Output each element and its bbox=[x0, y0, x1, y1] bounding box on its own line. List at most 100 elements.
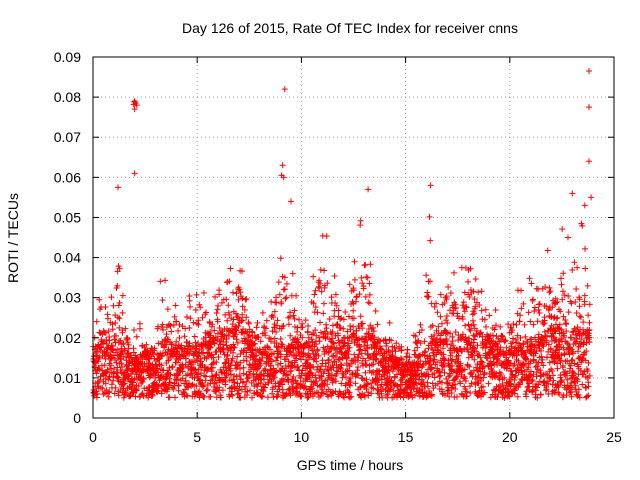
data-point bbox=[345, 313, 352, 320]
data-point bbox=[112, 384, 119, 391]
data-point bbox=[417, 358, 424, 365]
data-point bbox=[279, 323, 286, 330]
data-point bbox=[353, 294, 360, 301]
data-point bbox=[212, 293, 219, 300]
data-point bbox=[514, 393, 521, 400]
data-point bbox=[473, 348, 480, 355]
data-point bbox=[335, 356, 342, 363]
data-point bbox=[106, 337, 113, 344]
data-point bbox=[148, 391, 155, 398]
data-point bbox=[573, 285, 580, 292]
data-point bbox=[337, 365, 344, 372]
data-point bbox=[186, 297, 193, 304]
data-point bbox=[236, 365, 243, 372]
data-point bbox=[372, 307, 379, 314]
data-point bbox=[427, 278, 434, 285]
data-point bbox=[234, 353, 241, 360]
data-point bbox=[185, 384, 192, 391]
data-point bbox=[466, 294, 473, 301]
data-point bbox=[173, 338, 180, 345]
data-point bbox=[427, 392, 434, 399]
data-point bbox=[585, 158, 592, 165]
data-point bbox=[119, 309, 126, 316]
data-point bbox=[429, 322, 436, 329]
data-point bbox=[331, 358, 338, 365]
data-point bbox=[254, 319, 261, 326]
data-point bbox=[428, 391, 435, 398]
data-point bbox=[483, 343, 490, 350]
data-point bbox=[212, 372, 219, 379]
data-point bbox=[321, 368, 328, 375]
data-point bbox=[273, 328, 280, 335]
data-point bbox=[246, 332, 253, 339]
data-point bbox=[365, 355, 372, 362]
data-point bbox=[159, 297, 166, 304]
data-point bbox=[176, 321, 183, 328]
data-point bbox=[238, 386, 245, 393]
data-point bbox=[528, 378, 535, 385]
data-point bbox=[316, 277, 323, 284]
data-point bbox=[442, 294, 449, 301]
x-tick-label: 10 bbox=[294, 429, 310, 445]
data-point bbox=[451, 305, 458, 312]
data-point bbox=[366, 300, 373, 307]
data-point bbox=[300, 351, 307, 358]
y-tick-label: 0.02 bbox=[54, 330, 81, 346]
data-point bbox=[147, 373, 154, 380]
data-point bbox=[112, 332, 119, 339]
data-point bbox=[103, 369, 110, 376]
data-point bbox=[470, 288, 477, 295]
data-point bbox=[362, 369, 369, 376]
data-point bbox=[317, 319, 324, 326]
data-point bbox=[241, 307, 248, 314]
data-point bbox=[273, 294, 280, 301]
data-point bbox=[200, 350, 207, 357]
data-point bbox=[133, 333, 140, 340]
data-point bbox=[333, 344, 340, 351]
data-point bbox=[530, 321, 537, 328]
data-point bbox=[243, 378, 250, 385]
data-point bbox=[157, 278, 164, 285]
data-point bbox=[373, 355, 380, 362]
data-point bbox=[112, 319, 119, 326]
data-point bbox=[367, 261, 374, 268]
data-point bbox=[518, 287, 525, 294]
data-point bbox=[454, 373, 461, 380]
data-point bbox=[320, 390, 327, 397]
data-point bbox=[110, 345, 117, 352]
data-point bbox=[226, 311, 233, 318]
data-point bbox=[559, 288, 566, 295]
data-point bbox=[467, 327, 474, 334]
data-point bbox=[164, 306, 171, 313]
data-point bbox=[116, 265, 123, 272]
data-point bbox=[363, 273, 370, 280]
data-point bbox=[239, 303, 246, 310]
x-axis-label: GPS time / hours bbox=[297, 457, 404, 473]
data-point bbox=[190, 319, 197, 326]
data-point bbox=[235, 387, 242, 394]
data-point bbox=[115, 392, 122, 399]
data-point bbox=[159, 350, 166, 357]
data-point bbox=[388, 337, 395, 344]
data-point bbox=[277, 360, 284, 367]
data-point bbox=[439, 379, 446, 386]
data-point bbox=[463, 304, 470, 311]
data-point bbox=[481, 370, 488, 377]
data-point bbox=[316, 338, 323, 345]
data-point bbox=[368, 361, 375, 368]
data-point bbox=[531, 304, 538, 311]
data-point bbox=[444, 341, 451, 348]
data-point bbox=[243, 295, 250, 302]
data-point bbox=[264, 394, 271, 401]
data-point bbox=[182, 377, 189, 384]
data-point bbox=[237, 289, 244, 296]
data-point bbox=[351, 258, 358, 265]
data-point bbox=[203, 309, 210, 316]
data-point bbox=[428, 364, 435, 371]
data-point bbox=[527, 372, 534, 379]
data-point bbox=[154, 389, 161, 396]
data-point bbox=[220, 349, 227, 356]
data-point bbox=[472, 364, 479, 371]
data-point bbox=[449, 342, 456, 349]
